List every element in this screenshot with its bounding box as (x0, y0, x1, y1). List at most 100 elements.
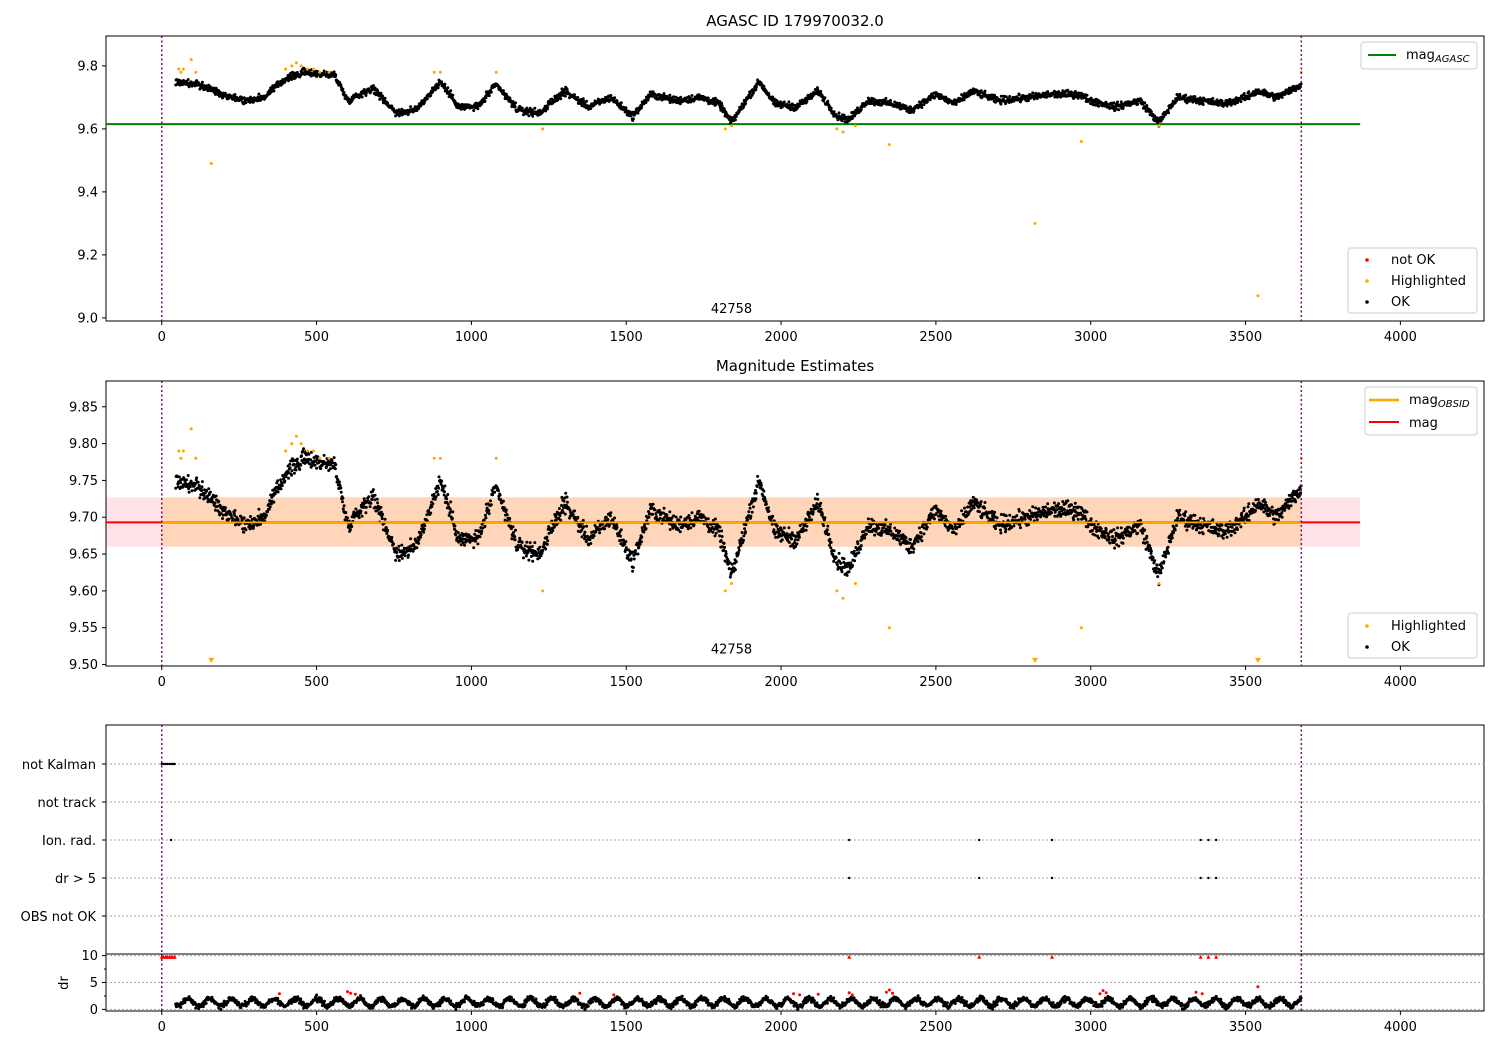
data-point-ok (652, 503, 655, 506)
data-point-ok (830, 541, 833, 544)
data-point-ok (1027, 99, 1030, 102)
data-point-ok (955, 532, 958, 535)
data-point-ok (538, 546, 541, 549)
data-point-ok (963, 507, 966, 510)
data-point-ok (516, 548, 519, 551)
data-point-ok (582, 97, 585, 100)
data-point-ok (805, 529, 808, 532)
data-point-ok (350, 525, 353, 528)
data-point-ok (451, 510, 454, 513)
data-point-ok (582, 525, 585, 528)
data-point-ok (822, 524, 825, 527)
data-point-ok (508, 517, 511, 520)
data-point-ok (269, 505, 272, 508)
data-point-ok (735, 560, 738, 563)
data-point-highlighted (318, 71, 321, 74)
data-point-ok (1066, 499, 1069, 502)
data-point-ok (343, 504, 346, 507)
data-point-ok (723, 546, 726, 549)
data-point-ok (1018, 93, 1021, 96)
data-point-ok (376, 501, 379, 504)
data-point-ok (1032, 515, 1035, 518)
data-point-ok (933, 517, 936, 520)
data-point-ok (653, 508, 656, 511)
data-point-ok (762, 85, 765, 88)
data-point-ok (1046, 502, 1049, 505)
data-point-ok (609, 94, 612, 97)
data-point-ok (613, 517, 616, 520)
panel-title: AGASC ID 179970032.0 (706, 12, 884, 30)
data-point-ok (675, 516, 678, 519)
data-point-ok (440, 480, 443, 483)
data-point-ok (778, 529, 781, 532)
data-point-ok (429, 512, 432, 515)
data-point-ok (999, 103, 1002, 106)
data-point-ok (839, 562, 842, 565)
data-point-ok (536, 554, 539, 557)
data-point-ok (917, 540, 920, 543)
data-point-ok (409, 105, 412, 108)
data-point-ok (531, 560, 534, 563)
data-point-ok (315, 467, 318, 470)
data-point-ok (787, 526, 790, 529)
data-point-ok (721, 104, 724, 107)
data-point-ok (913, 542, 916, 545)
data-point-ok (243, 516, 246, 519)
data-point-ok (546, 543, 549, 546)
data-point-ok (367, 495, 370, 498)
data-point-ok (1077, 506, 1080, 509)
data-point-ok (349, 528, 352, 531)
data-point-ok (585, 100, 588, 103)
data-point-ok (390, 536, 393, 539)
y-tick-label: 9.2 (77, 248, 98, 263)
data-point-ok (476, 542, 479, 545)
data-point-ok (609, 514, 612, 517)
data-point-ok (583, 531, 586, 534)
data-point-ok (802, 529, 805, 532)
data-point-ok (379, 506, 382, 509)
data-point-ok (488, 512, 491, 515)
data-point-ok (633, 558, 636, 561)
y-tick-label: 9.60 (69, 584, 98, 599)
data-point-ok (920, 106, 923, 109)
line-legend: magAGASC (1361, 42, 1477, 69)
data-point-ok (729, 576, 732, 579)
data-point-ok (853, 550, 856, 553)
data-point-highlighted (300, 64, 303, 67)
data-point-ok (767, 93, 770, 96)
y-tick-label: 9.65 (69, 548, 98, 563)
data-point-ok (290, 474, 293, 477)
x-tick-label: 1000 (455, 675, 488, 690)
data-point-ok (308, 453, 311, 456)
x-tick-label: 1500 (610, 675, 643, 690)
data-point-ok (1143, 101, 1146, 104)
data-point-ok (232, 518, 235, 521)
data-point-ok (178, 476, 181, 479)
data-point-ok (1031, 91, 1034, 94)
data-point-ok (830, 107, 833, 110)
data-point-ok (762, 490, 765, 493)
data-point-ok (819, 90, 822, 93)
data-point-ok (1145, 104, 1148, 107)
data-point-ok (889, 99, 892, 102)
x-tick-label: 3000 (1074, 675, 1107, 690)
data-point-ok (1184, 94, 1187, 97)
data-point-ok (823, 516, 826, 519)
data-point-ok (397, 545, 400, 548)
data-point-ok (558, 507, 561, 510)
data-point-ok (1086, 94, 1089, 97)
data-point-ok (395, 551, 398, 554)
x-tick-label: 3500 (1229, 675, 1262, 690)
data-point-highlighted (1080, 140, 1083, 143)
data-point-ok (794, 539, 797, 542)
data-point-highlighted (290, 64, 293, 67)
data-point-ok (687, 524, 690, 527)
data-point-ok (502, 89, 505, 92)
data-point-ok (566, 501, 569, 504)
data-point-ok (714, 534, 717, 537)
data-point-highlighted (842, 131, 845, 134)
data-point-ok (816, 498, 819, 501)
data-point-ok (224, 506, 227, 509)
data-point-highlighted (1256, 294, 1259, 297)
data-point-ok (283, 480, 286, 483)
